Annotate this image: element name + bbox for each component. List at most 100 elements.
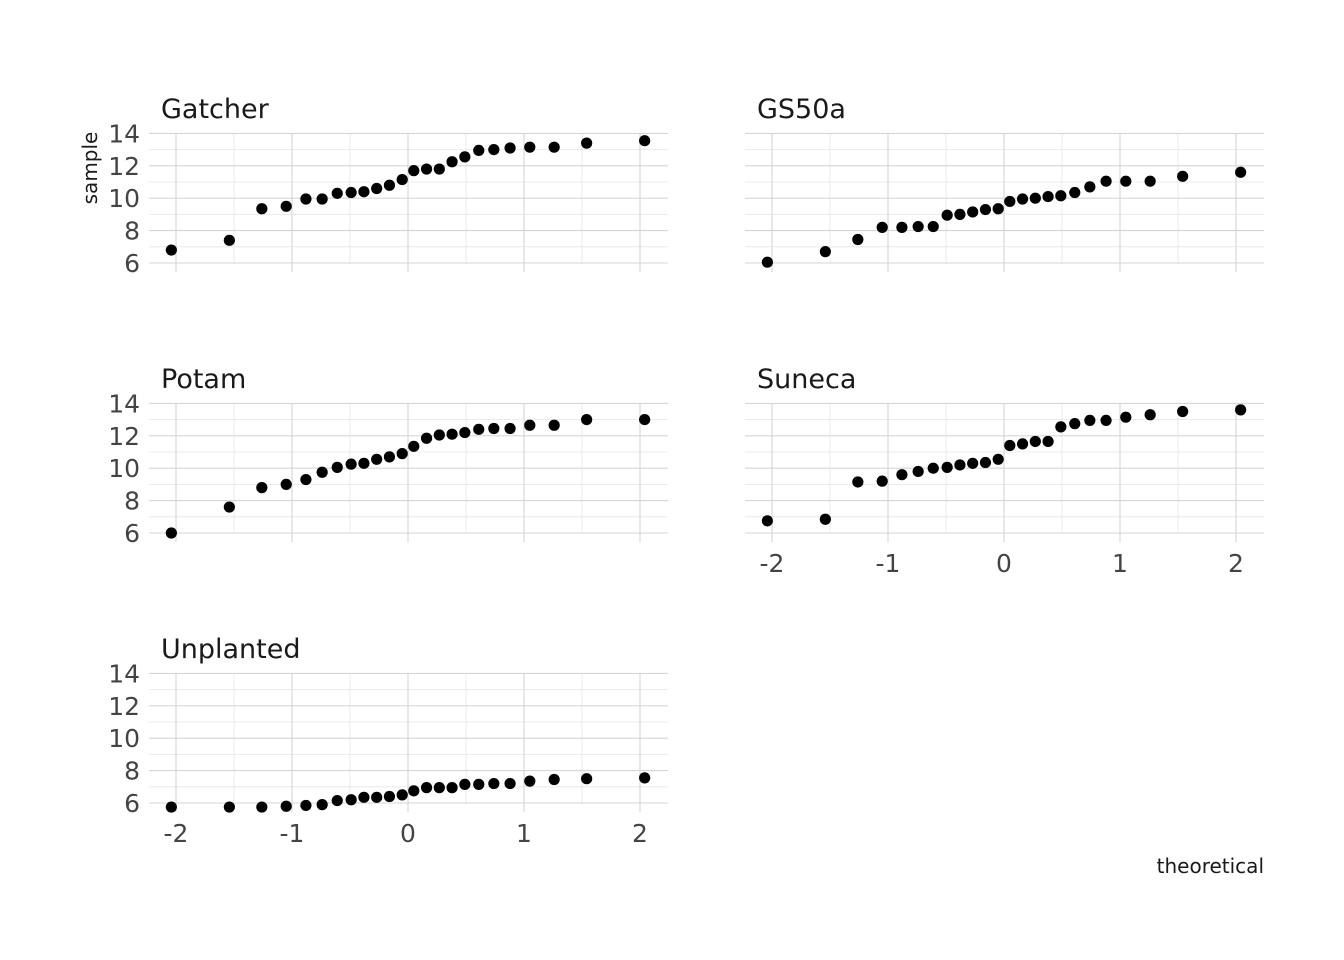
data-point [345,458,357,470]
data-point [1055,421,1067,433]
y-tick-label: 6 [124,249,140,278]
panel-title: Gatcher [161,94,270,125]
x-tick-label: 1 [1112,549,1128,578]
data-point [876,475,888,487]
data-point [1042,190,1054,203]
y-tick-label: 8 [124,217,140,246]
data-point [371,791,383,803]
data-point [300,193,312,205]
data-point [473,778,485,790]
data-point [1120,411,1132,423]
data-point [331,794,343,807]
data-point [396,789,408,801]
data-point [992,453,1004,465]
data-point [504,777,516,790]
data-point [408,165,420,177]
data-point [1016,193,1029,205]
data-point [548,419,560,431]
x-tick-label: 0 [996,549,1012,578]
data-point [316,799,328,811]
y-axis-title: sample [78,132,102,205]
data-point [358,186,370,198]
data-point [345,186,357,199]
data-point [979,203,992,216]
data-point [358,457,370,469]
data-point [639,135,651,147]
data-point [446,428,458,440]
data-point [819,513,831,525]
data-point [581,773,593,785]
data-point [433,429,445,441]
panel-title: Unplanted [161,634,301,665]
data-point [639,414,651,426]
data-point [941,461,953,473]
data-point [459,426,471,439]
data-point [1177,405,1189,418]
x-tick-label: 2 [632,819,648,848]
data-point [581,414,593,426]
y-tick-label: 10 [108,184,140,213]
data-point [967,206,979,218]
data-point [446,782,458,794]
data-point [896,221,908,233]
data-point [524,141,536,153]
data-point [165,244,177,256]
data-point [420,432,433,444]
x-tick-label: -1 [876,549,901,578]
x-tick-label: 1 [516,819,532,848]
y-tick-label: 12 [108,692,140,721]
data-point [408,440,420,452]
data-point [408,785,420,797]
data-point [256,801,268,813]
data-point [927,462,939,474]
data-point [223,234,235,246]
data-point [639,772,651,784]
data-point [488,777,500,790]
data-point [548,141,560,153]
data-point [852,233,864,246]
data-point [1029,435,1041,448]
y-tick-label: 14 [108,389,140,418]
data-point [524,775,536,787]
data-point [300,799,312,812]
x-axis-title: theoretical [1157,854,1264,878]
data-point [1100,175,1112,187]
data-point [459,151,471,163]
data-point [396,448,408,460]
data-point [1004,195,1016,208]
y-tick-label: 8 [124,487,140,516]
data-point [280,200,292,212]
data-point [1042,435,1054,448]
data-point [331,187,343,199]
data-point [316,193,328,205]
data-point [256,482,268,494]
y-tick-label: 8 [124,757,140,786]
data-point [1100,414,1112,427]
data-point [927,220,939,233]
data-point [967,457,979,469]
panel-title: GS50a [757,94,846,125]
data-point [819,246,831,258]
data-point [1084,181,1096,193]
y-tick-label: 12 [108,152,140,181]
data-point [420,163,433,175]
data-point [1120,175,1132,187]
data-point [165,801,177,813]
data-point [1235,166,1247,178]
data-point [280,478,292,490]
x-tick-label: -2 [164,819,189,848]
data-point [473,423,485,435]
x-tick-label: -1 [280,819,305,848]
data-point [371,453,383,465]
data-point [383,790,396,803]
data-point [876,221,888,233]
data-point [954,208,966,220]
data-point [954,459,966,471]
data-point [1235,404,1247,416]
data-point [459,778,471,790]
data-point [1029,192,1041,204]
data-point [1069,186,1081,199]
data-point [761,256,773,268]
data-point [383,179,396,191]
data-point [316,466,328,478]
